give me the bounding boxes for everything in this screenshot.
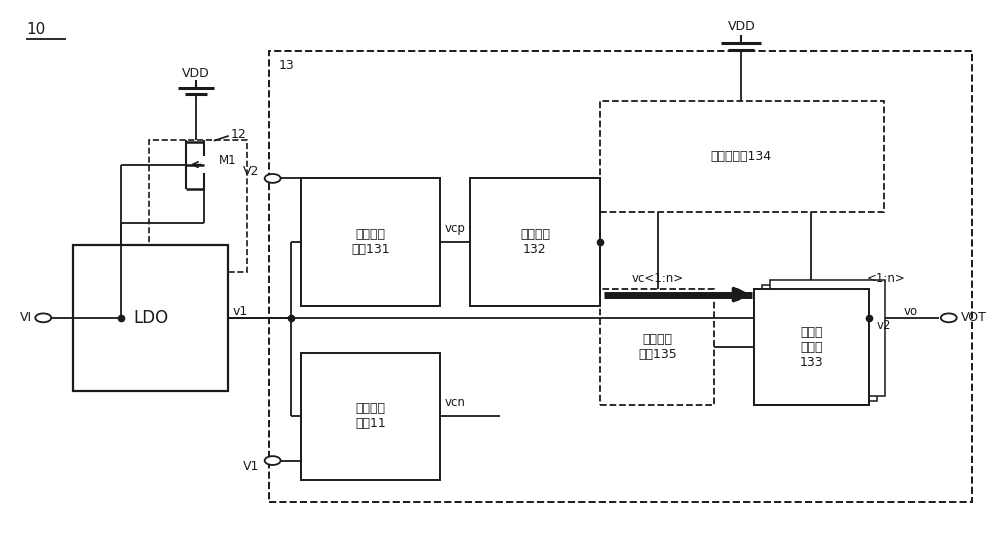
- Text: 10: 10: [26, 22, 46, 37]
- Text: 反向耦合
电路135: 反向耦合 电路135: [638, 333, 677, 361]
- Bar: [770, 280, 885, 396]
- Text: <1:n>: <1:n>: [867, 271, 905, 285]
- Text: VDD: VDD: [182, 67, 210, 80]
- Bar: [149, 140, 247, 272]
- Bar: [470, 178, 600, 306]
- Text: V2: V2: [243, 165, 259, 178]
- Text: v1: v1: [233, 305, 248, 317]
- Bar: [301, 353, 440, 480]
- Bar: [269, 51, 972, 502]
- Text: 第一比较
电路11: 第一比较 电路11: [355, 403, 386, 430]
- Circle shape: [35, 314, 51, 322]
- Text: 12: 12: [231, 128, 246, 141]
- Bar: [754, 289, 869, 405]
- Text: V1: V1: [243, 460, 259, 473]
- Text: VDD: VDD: [727, 20, 755, 33]
- Bar: [762, 285, 877, 401]
- Text: vc<1:n>: vc<1:n>: [632, 271, 684, 285]
- Text: vcp: vcp: [445, 222, 466, 235]
- Text: M1: M1: [219, 154, 236, 167]
- Text: VOT: VOT: [961, 311, 987, 324]
- Text: vo: vo: [904, 305, 918, 317]
- Bar: [754, 289, 869, 405]
- Text: vcn: vcn: [445, 396, 466, 409]
- Text: VI: VI: [20, 311, 32, 324]
- Bar: [600, 101, 884, 212]
- Text: 第二开
关电路
133: 第二开 关电路 133: [799, 326, 823, 369]
- Text: LDO: LDO: [133, 309, 169, 327]
- Text: 13: 13: [279, 58, 294, 72]
- Text: 第二比较
电路131: 第二比较 电路131: [351, 228, 390, 256]
- Text: 延时电路
132: 延时电路 132: [520, 228, 550, 256]
- Bar: [73, 245, 228, 391]
- Circle shape: [941, 314, 957, 322]
- Circle shape: [265, 174, 281, 183]
- Bar: [600, 289, 714, 405]
- Text: v2: v2: [877, 319, 891, 331]
- Circle shape: [265, 456, 281, 465]
- Text: 电流源电路134: 电流源电路134: [711, 150, 772, 163]
- Bar: [301, 178, 440, 306]
